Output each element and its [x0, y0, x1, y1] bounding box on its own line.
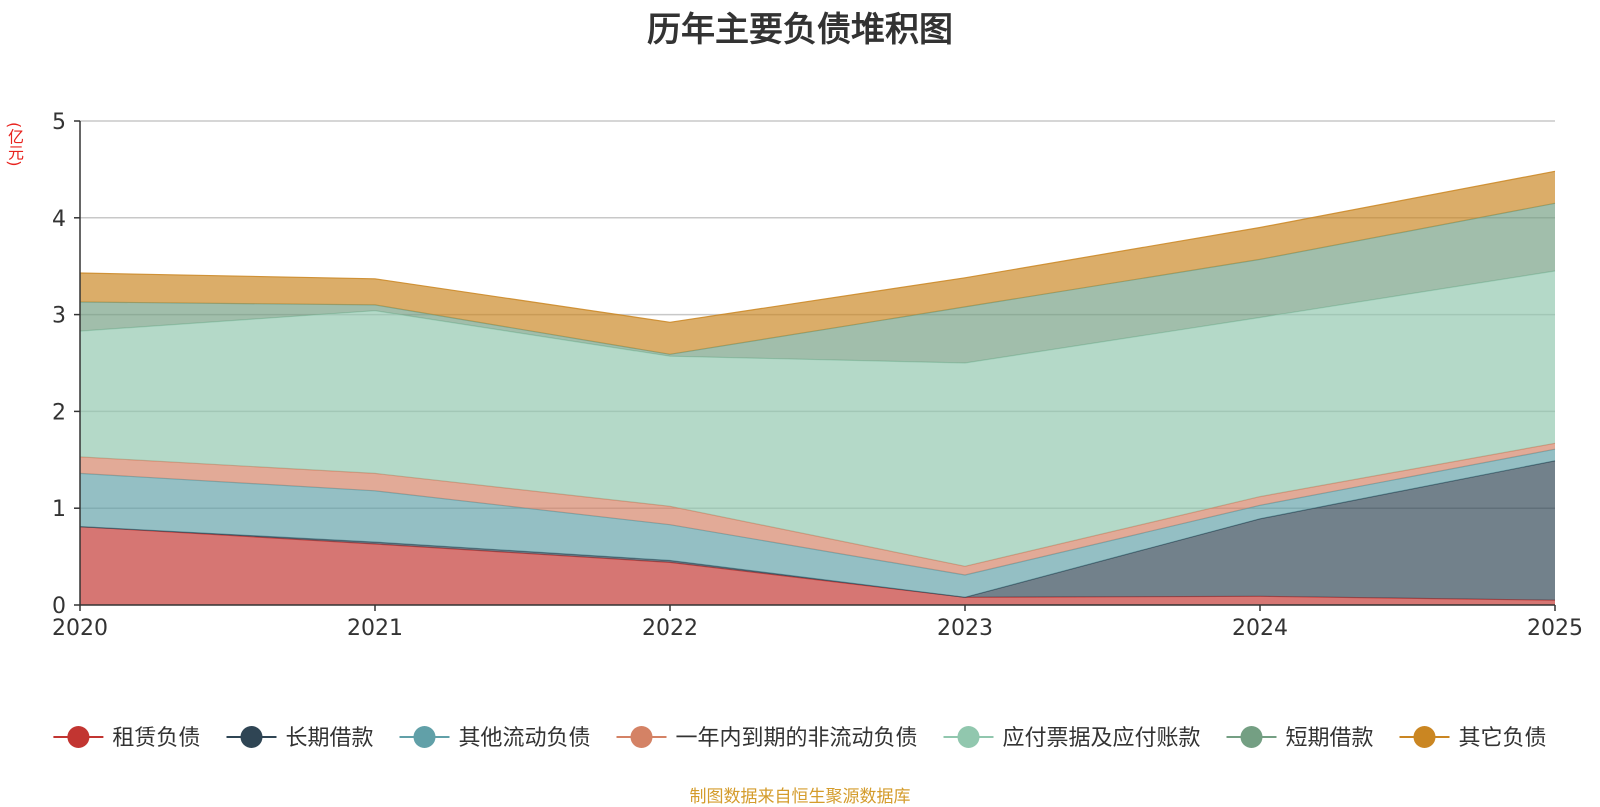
y-tick-label: 1 [52, 497, 66, 522]
x-tick-label: 2022 [642, 616, 698, 641]
legend-label: 应付票据及应付账款 [1003, 726, 1201, 751]
x-tick-label: 2024 [1232, 616, 1288, 641]
y-tick-label: 0 [52, 594, 66, 619]
x-tick-label: 2025 [1527, 616, 1583, 641]
x-tick-label: 2020 [52, 616, 108, 641]
legend-marker-icon [1413, 726, 1436, 748]
x-tick-label: 2021 [347, 616, 403, 641]
area-5 [80, 271, 1555, 567]
y-axis-unit-label: (亿元) [5, 122, 24, 167]
axes: 0 1 2 3 4 5 2020 2021 2022 2023 2024 2025 [52, 110, 1583, 641]
area-6 [80, 203, 1555, 363]
legend-marker-icon [957, 726, 980, 748]
y-tick-label: 5 [52, 110, 66, 135]
y-tick-label: 4 [52, 207, 66, 232]
legend-marker-icon [413, 726, 436, 748]
y-tick-label: 3 [52, 304, 66, 329]
legend-label: 租赁负债 [112, 726, 200, 751]
legend: 租赁负债 长期借款 其他流动负债 一年内到期的非流动负债 应付票据及应付账款 短期借款 其它… [53, 726, 1547, 751]
area-1 [80, 526, 1555, 605]
legend-item-6[interactable]: 短期借款 [1226, 726, 1374, 751]
y-tick-label: 2 [52, 400, 66, 425]
legend-item-7[interactable]: 其它负债 [1399, 726, 1547, 751]
legend-marker-icon [630, 726, 653, 748]
legend-label: 其它负债 [1459, 726, 1547, 751]
area-series [79, 170, 1556, 605]
legend-label: 一年内到期的非流动负债 [676, 726, 918, 751]
x-tick-label: 2023 [937, 616, 993, 641]
legend-item-5[interactable]: 应付票据及应付账款 [943, 726, 1201, 751]
legend-marker-icon [240, 726, 263, 748]
legend-marker-icon [67, 726, 90, 748]
chart-title: 历年主要负债堆积图 [647, 10, 953, 50]
legend-item-3[interactable]: 其他流动负债 [399, 726, 591, 751]
legend-item-2[interactable]: 长期借款 [226, 726, 374, 751]
area-2 [80, 460, 1555, 601]
legend-label: 短期借款 [1286, 726, 1374, 751]
area-3 [80, 449, 1555, 598]
area-top-line-7 [79, 170, 1556, 323]
area-4 [80, 443, 1555, 575]
data-source-note: 制图数据来自恒生聚源数据库 [689, 787, 911, 807]
legend-item-1[interactable]: 租赁负债 [53, 726, 200, 751]
legend-label: 其他流动负债 [459, 726, 591, 751]
area-7 [80, 171, 1555, 355]
legend-marker-icon [1240, 726, 1263, 748]
legend-label: 长期借款 [286, 726, 374, 751]
legend-item-4[interactable]: 一年内到期的非流动负债 [616, 726, 918, 751]
